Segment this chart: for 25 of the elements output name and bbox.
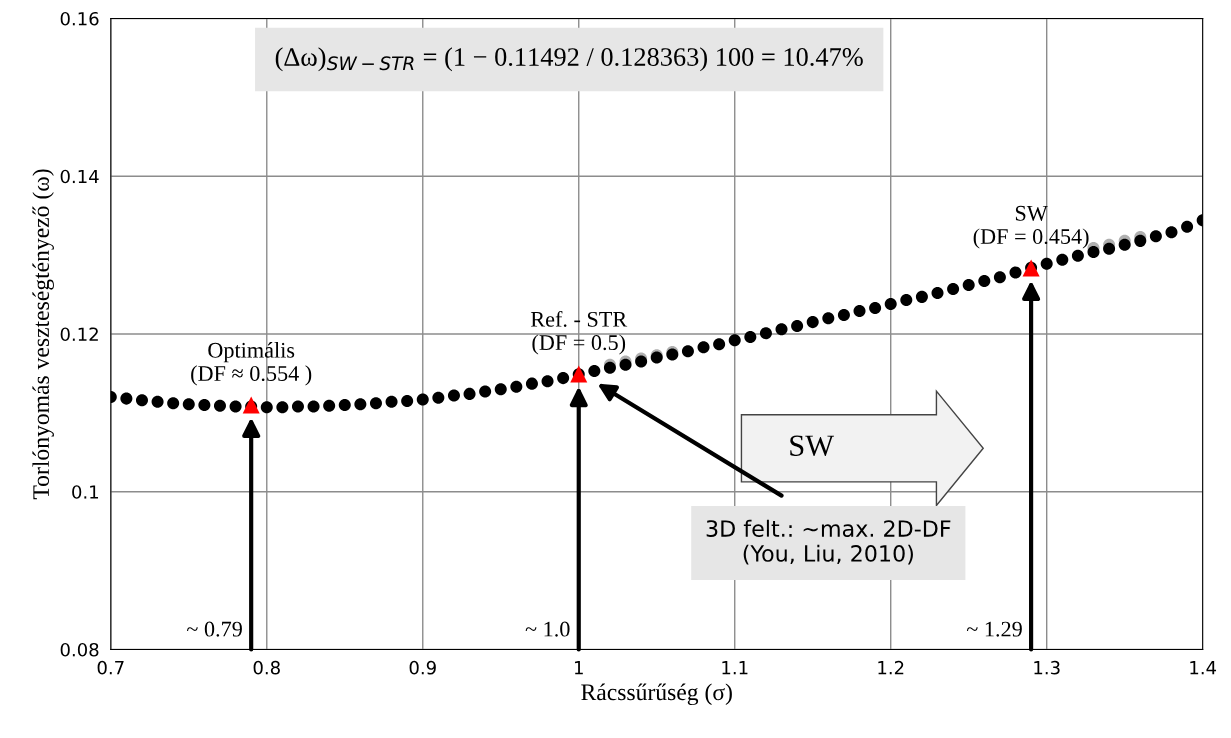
annotation: (Δω)$_{SW−STR}$ = (1 − 0.11492 / 0.128363) 100 = 10.47% <box>275 47 863 72</box>
annotation: ~ 0.79 <box>186 621 242 637</box>
annotation: 3D felt.: ~max. 2D-DF (You, Liu, 2010) <box>706 519 951 565</box>
x-tick-label: 1.3 <box>1034 660 1060 675</box>
x-tick-label: 1.2 <box>878 660 904 675</box>
x-tick-label: 1 <box>574 661 583 675</box>
annotation: ~ 1.0 <box>525 621 570 637</box>
x-tick-label: 0.8 <box>253 660 280 675</box>
point <box>242 396 260 414</box>
annotation: SW <box>790 435 835 457</box>
annotation: Ref. - STR (DF = 0.5) <box>530 310 628 355</box>
y-tick-label: 0.14 <box>60 169 99 184</box>
y-tick-label: 0.16 <box>60 11 99 26</box>
annotation: Optimális (DF ≈ 0.554 ) <box>191 342 312 386</box>
x-tick-label: 1.1 <box>722 661 748 675</box>
x-tick-label: 0.7 <box>97 660 124 675</box>
x-axis-title: Rácssűrűség (σ) <box>581 683 732 706</box>
y-tick-label: 0.08 <box>60 642 99 657</box>
annotation: SW (DF = 0.454) <box>973 205 1089 249</box>
annotation: ~ 1.29 <box>966 621 1022 637</box>
y-tick-label: 0.12 <box>60 327 98 342</box>
y-axis-title: Torlónyomás veszteségtényező (ω) <box>32 169 54 500</box>
y-tick-label: 0.1 <box>72 485 99 499</box>
x-tick-label: 0.9 <box>409 660 436 675</box>
x-tick-label: 1.4 <box>1190 661 1217 675</box>
